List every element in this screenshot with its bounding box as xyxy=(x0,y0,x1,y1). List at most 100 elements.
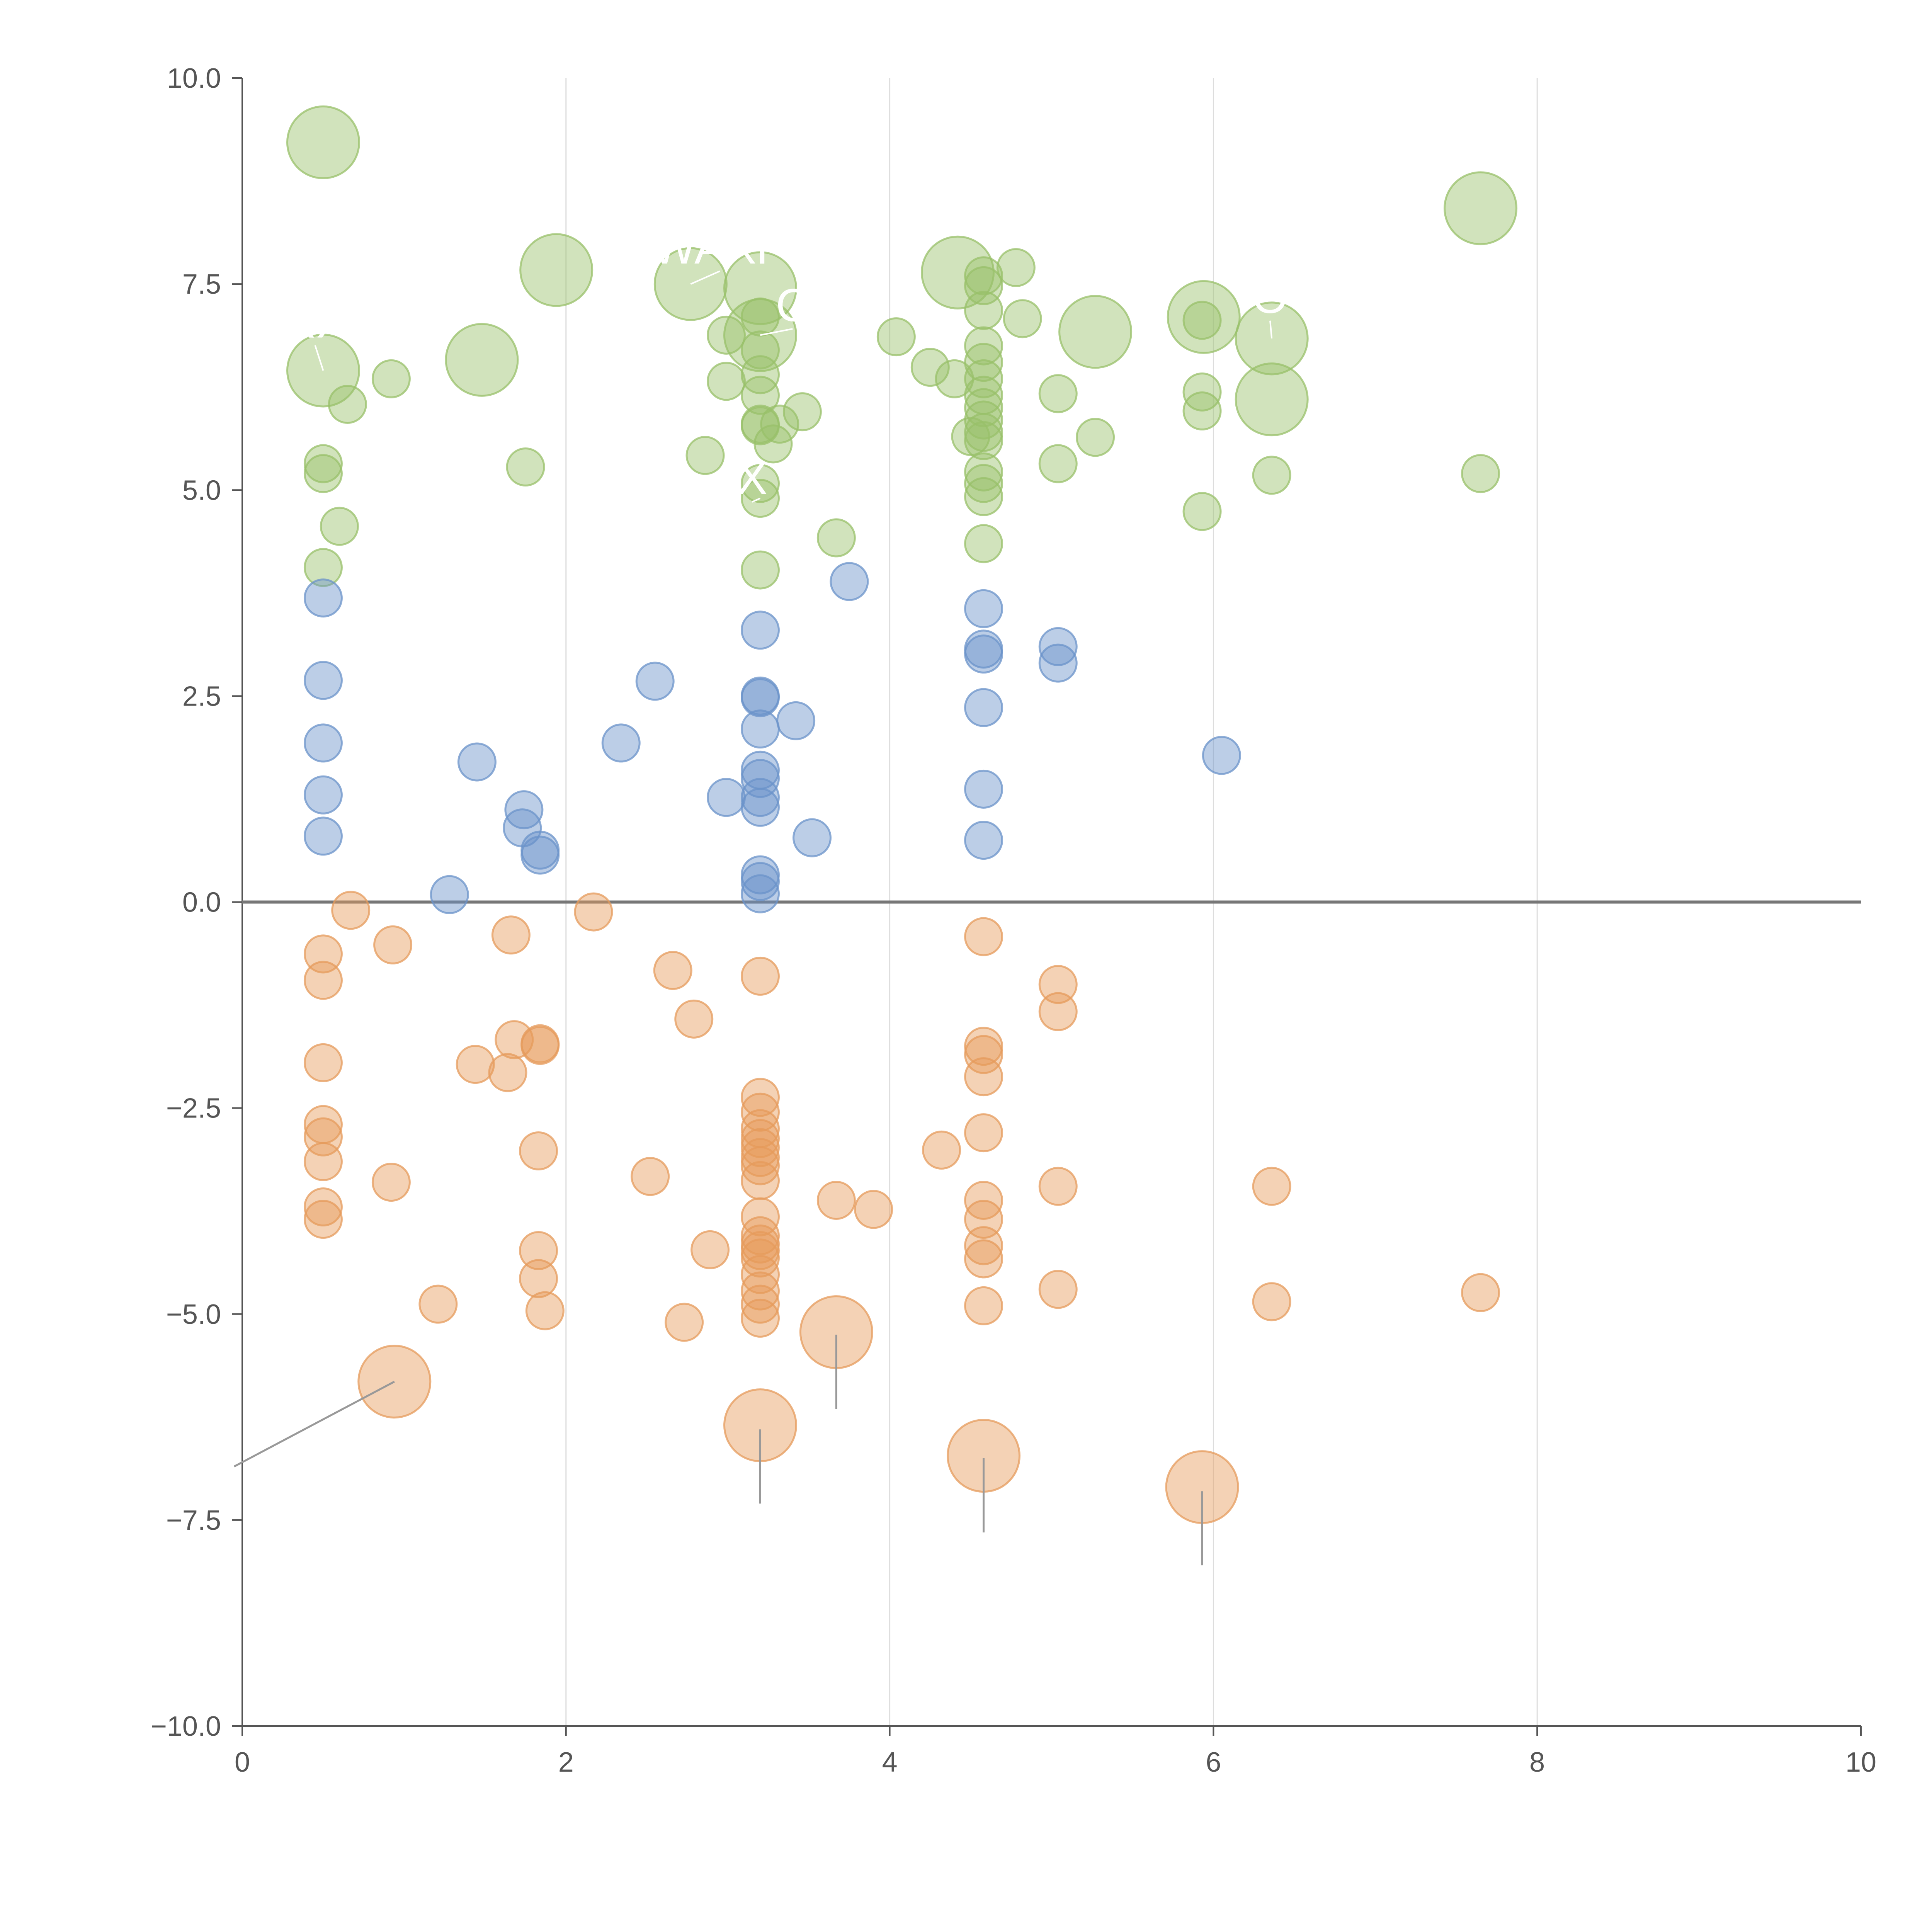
data-point-high xyxy=(740,550,780,590)
data-point-high xyxy=(740,464,780,503)
y-tick-label: 2.5 xyxy=(182,681,221,712)
data-point-mid xyxy=(601,723,641,763)
data-point-low xyxy=(303,961,343,1000)
data-point-mid xyxy=(520,835,560,875)
data-point-high xyxy=(964,400,1003,440)
data-point-high xyxy=(1038,374,1078,413)
x-tick-label: 10 xyxy=(1845,1747,1876,1778)
data-point-high xyxy=(707,315,746,355)
annotation-leader xyxy=(760,328,793,336)
data-point-mid xyxy=(740,787,780,827)
data-point-high xyxy=(1003,299,1042,338)
x-tick-label: 8 xyxy=(1529,1747,1545,1778)
data-point-high xyxy=(1182,492,1222,531)
data-point-low xyxy=(1038,965,1078,1004)
data-point-high xyxy=(1461,454,1500,493)
data-point-high xyxy=(1076,418,1115,457)
data-point-mid xyxy=(303,723,343,763)
data-point-low xyxy=(674,999,714,1039)
data-point-mid xyxy=(964,769,1003,809)
data-point-low xyxy=(519,1231,558,1270)
bubble-label: RX xyxy=(283,296,347,348)
data-point-low xyxy=(456,1045,495,1084)
data-point-mid xyxy=(1038,643,1078,683)
data-point-low xyxy=(922,1130,961,1170)
data-point-high xyxy=(921,235,995,310)
data-point-low xyxy=(519,1131,558,1171)
data-point-high xyxy=(964,359,1003,398)
data-point-low xyxy=(1252,1167,1291,1206)
data-point-high xyxy=(1167,280,1241,354)
x-tick-label: 0 xyxy=(235,1747,250,1778)
data-point-high xyxy=(303,444,343,483)
bubble-label: C xyxy=(776,279,810,331)
series-mid xyxy=(303,562,1241,914)
data-point-high xyxy=(1252,456,1291,495)
data-point-low xyxy=(371,1163,411,1202)
data-point-high xyxy=(964,343,1003,382)
data-point-low xyxy=(303,1043,343,1082)
data-point-high xyxy=(964,421,1003,460)
data-point-high xyxy=(1038,444,1078,483)
data-point-low xyxy=(1461,1273,1500,1312)
data-point-high xyxy=(685,436,725,475)
annotation-leader xyxy=(314,345,324,371)
data-point-high xyxy=(1235,362,1309,437)
data-point-mid xyxy=(740,709,780,749)
data-point-high xyxy=(964,524,1003,563)
data-point-high xyxy=(1444,171,1518,245)
data-point-high xyxy=(506,447,545,487)
data-point-mid xyxy=(964,688,1003,727)
data-point-high xyxy=(964,256,1003,296)
data-point-low xyxy=(816,1180,856,1220)
bubble-label: WAXP xyxy=(652,222,787,274)
leader-line xyxy=(233,1381,395,1468)
x-tick-label: 2 xyxy=(558,1747,574,1778)
data-point-high xyxy=(371,359,411,398)
data-point-mid xyxy=(303,775,343,815)
data-point-low xyxy=(574,892,613,932)
data-point-low xyxy=(1038,1270,1078,1309)
data-point-low xyxy=(690,1230,730,1269)
data-point-high xyxy=(935,359,974,398)
data-point-low xyxy=(519,1259,558,1298)
data-series xyxy=(286,105,1518,1524)
data-point-low xyxy=(740,1298,780,1338)
data-point-mid xyxy=(964,821,1003,860)
data-point-low xyxy=(303,1142,343,1181)
data-point-low xyxy=(964,1113,1003,1153)
data-point-low xyxy=(520,1026,560,1065)
data-point-low xyxy=(1038,992,1078,1031)
data-point-high xyxy=(707,362,746,401)
data-point-mid xyxy=(740,862,780,901)
data-point-low xyxy=(964,1226,1003,1265)
data-point-mid xyxy=(1038,627,1078,666)
data-point-mid xyxy=(303,578,343,618)
data-point-low xyxy=(964,1239,1003,1279)
y-tick-label: −7.5 xyxy=(166,1505,221,1536)
data-point-high xyxy=(996,248,1036,287)
data-point-mid xyxy=(430,875,469,914)
data-point-high xyxy=(303,548,343,587)
data-point-low xyxy=(1038,1167,1078,1206)
data-point-low xyxy=(373,925,413,964)
data-point-mid xyxy=(1202,736,1241,775)
data-point-low xyxy=(740,1161,780,1200)
data-point-mid xyxy=(740,611,780,650)
data-point-low xyxy=(1252,1282,1291,1321)
data-point-mid xyxy=(740,778,780,817)
data-point-low xyxy=(495,1020,534,1060)
data-point-low xyxy=(740,1146,780,1185)
data-point-low xyxy=(854,1190,893,1229)
data-point-mid xyxy=(303,816,343,856)
data-point-high xyxy=(740,355,780,395)
data-point-mid xyxy=(740,678,780,718)
annotation-leader xyxy=(690,270,720,285)
data-point-mid xyxy=(740,874,780,913)
data-point-mid xyxy=(303,661,343,700)
x-tick-label: 6 xyxy=(1206,1747,1221,1778)
data-point-low xyxy=(418,1284,458,1324)
annotation-leader xyxy=(1269,320,1273,339)
